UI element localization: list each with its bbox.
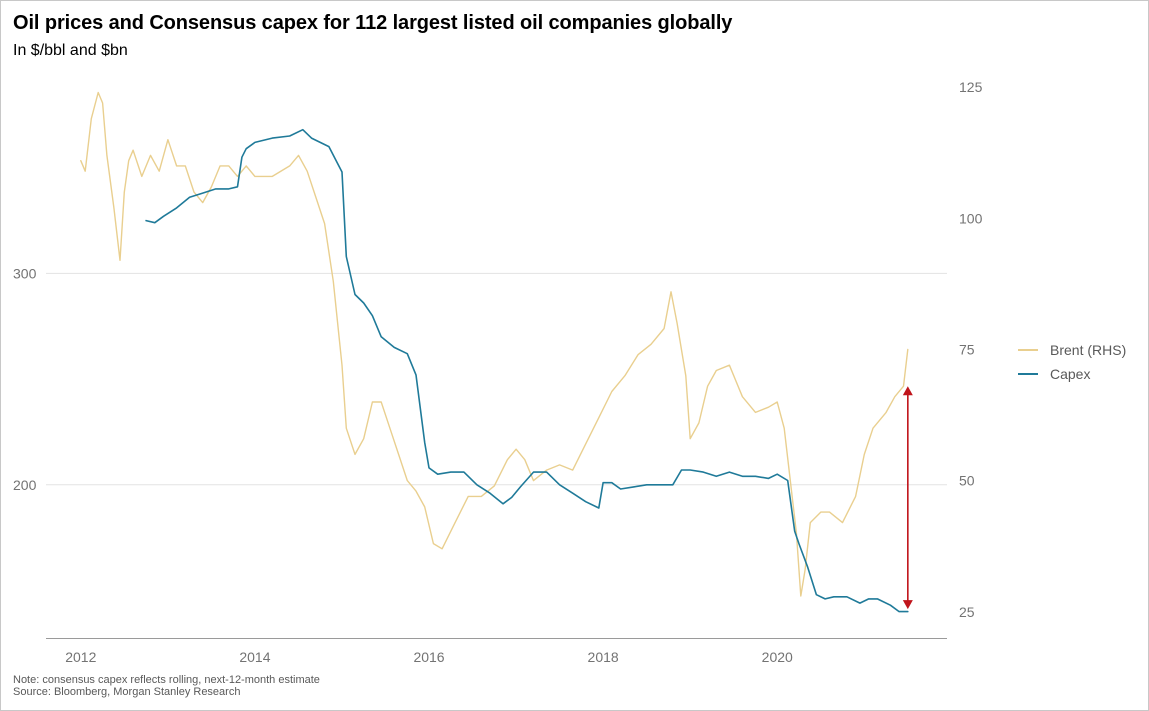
legend-label-capex: Capex	[1050, 366, 1090, 382]
x-tick-label: 2016	[413, 649, 444, 665]
capex-series-line	[146, 130, 908, 612]
series-layer	[81, 93, 908, 612]
y-right-tick-label: 100	[959, 210, 983, 226]
line-chart: 200 300 25 50 75 100 125 2012 2014 2016 2018 2020 B…	[1, 1, 1148, 710]
y-right-tick-label: 125	[959, 79, 983, 95]
chart-notes: Note: consensus capex reflects rolling, …	[13, 674, 320, 698]
source-text: Source: Bloomberg, Morgan Stanley Resear…	[13, 686, 320, 698]
x-tick-label: 2020	[762, 649, 793, 665]
gridlines	[46, 273, 947, 484]
arrow-head-up	[903, 386, 913, 395]
x-tick-label: 2012	[65, 649, 96, 665]
x-tick-label: 2014	[239, 649, 270, 665]
chart-frame: Oil prices and Consensus capex for 112 l…	[0, 0, 1149, 711]
y-right-tick-label: 25	[959, 604, 975, 620]
x-tick-label: 2018	[588, 649, 619, 665]
y-right-tick-label: 75	[959, 342, 975, 358]
legend-label-brent: Brent (RHS)	[1050, 342, 1126, 358]
y-left-tick-label: 200	[13, 477, 37, 493]
y-left-tick-label: 300	[13, 265, 37, 281]
note-text: Note: consensus capex reflects rolling, …	[13, 674, 320, 686]
arrow-head-down	[903, 600, 913, 609]
annotation-layer	[903, 386, 913, 609]
legend: Brent (RHS) Capex	[1018, 342, 1126, 382]
brent-series-line	[81, 93, 908, 597]
y-right-tick-label: 50	[959, 473, 975, 489]
tick-labels: 200 300 25 50 75 100 125 2012 2014 2016 2018 2020	[13, 79, 983, 665]
